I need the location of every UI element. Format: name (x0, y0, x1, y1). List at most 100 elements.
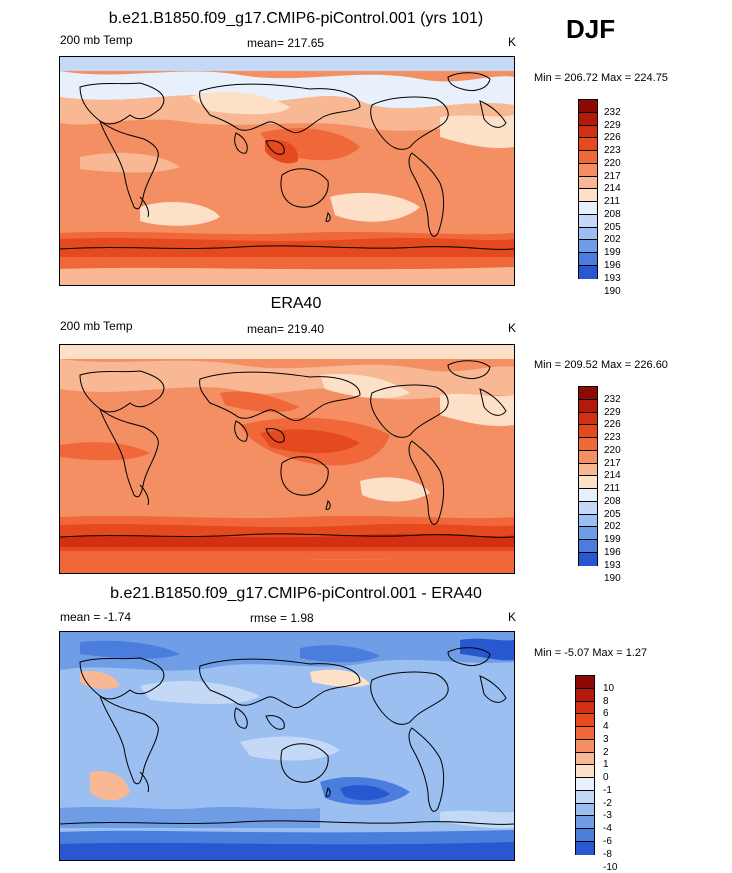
panel2-colorbar-box (579, 450, 597, 464)
panel3-mean-label: mean = -1.74 (60, 610, 132, 624)
panel2-colorbar-box (579, 412, 597, 426)
panel3-title: b.e21.B1850.f09_g17.CMIP6-piControl.001 … (110, 585, 482, 602)
panel3-colorbar-label: 8 (603, 696, 609, 707)
panel2-colorbar-box (579, 552, 597, 566)
panel1-colorbar-box (579, 176, 597, 190)
panel1-colorbar-box (579, 214, 597, 228)
panel2-colorbar-label: 226 (604, 419, 621, 430)
panel2-colorbar-label: 217 (604, 458, 621, 469)
panel1-colorbar-label: 220 (604, 158, 621, 169)
panel2-colorbar-label: 211 (604, 483, 620, 494)
panel2-colorbar-label: 223 (604, 432, 621, 443)
panel1-colorbar-box (579, 202, 597, 215)
panel1-colorbar-box (579, 112, 597, 126)
panel3-colorbar-box (576, 778, 594, 791)
panel2-colorbar-label: 229 (604, 407, 621, 418)
panel3-colorbar-box (576, 752, 594, 766)
panel1-colorbar-label: 199 (604, 247, 621, 258)
panel1-colorbar-label: 205 (604, 222, 621, 233)
panel1-colorbar-label: 196 (604, 260, 621, 271)
panel3-colorbar-box (576, 829, 594, 842)
panel1-colorbar-label: 217 (604, 171, 621, 182)
panel1-colorbar-label: 229 (604, 120, 621, 131)
panel3-colorbar-label: -4 (603, 823, 612, 834)
panel3-map (59, 631, 515, 861)
panel3-colorbar-box (576, 739, 594, 753)
panel2-minmax: Min = 209.52 Max = 226.60 (534, 359, 668, 371)
panel1-colorbar-label: 211 (604, 196, 620, 207)
panel1-colorbar (578, 99, 598, 279)
panel1-colorbar-label: 208 (604, 209, 621, 220)
panel2-colorbar-label: 205 (604, 509, 621, 520)
panel3-colorbar-label: -8 (603, 849, 612, 860)
panel2-variable-label: 200 mb Temp (60, 319, 133, 333)
panel3-map-field (60, 632, 514, 860)
panel1-colorbar-box (579, 151, 597, 164)
panel1-colorbar-label: 202 (604, 234, 621, 245)
panel1-colorbar-box (579, 189, 597, 202)
panel3-colorbar-label: 4 (603, 721, 609, 732)
panel2-colorbar-box (579, 425, 597, 438)
panel2-units-label: K (508, 321, 517, 335)
panel1-colorbar-box (579, 240, 597, 253)
panel1-colorbar-box (579, 138, 597, 151)
panel2-colorbar-label: 214 (604, 470, 621, 481)
panel1-minmax: Min = 206.72 Max = 224.75 (534, 72, 668, 84)
panel2-colorbar (578, 386, 598, 566)
panel3-colorbar-label: 3 (603, 734, 609, 745)
panel3-colorbar-box (576, 841, 594, 855)
panel2-colorbar-box (579, 476, 597, 489)
panel3-colorbar-box (576, 816, 594, 829)
panel3-colorbar-box (576, 688, 594, 702)
panel3-colorbar-box (576, 803, 594, 817)
panel1-colorbar-label: 193 (604, 273, 621, 284)
panel2-colorbar-label: 196 (604, 547, 621, 558)
panel2-title: ERA40 (270, 295, 322, 312)
panel2-colorbar-box (579, 399, 597, 413)
panel3-colorbar-box (576, 765, 594, 778)
panel3-colorbar (575, 675, 595, 855)
panel3-colorbar-label: -3 (603, 810, 612, 821)
panel3-colorbar-box (576, 727, 594, 740)
panel2-colorbar-label: 220 (604, 445, 621, 456)
panel1-colorbar-box (579, 163, 597, 177)
panel2-map-field (60, 345, 514, 573)
panel3-colorbar-box (576, 714, 594, 727)
panel2-colorbar-box (579, 540, 597, 553)
panel3-colorbar-label: 6 (603, 708, 609, 719)
panel1-colorbar-box (579, 100, 597, 113)
panel1-colorbar-label: 223 (604, 145, 621, 156)
panel1-units-label: K (508, 35, 517, 49)
panel3-minmax: Min = -5.07 Max = 1.27 (534, 647, 648, 659)
panel2-colorbar-label: 193 (604, 560, 621, 571)
panel3-colorbar-box (576, 790, 594, 804)
panel2-colorbar-box (579, 463, 597, 477)
panel3-colorbar-label: -6 (603, 836, 612, 847)
panel1-title: b.e21.B1850.f09_g17.CMIP6-piControl.001 … (108, 10, 484, 27)
panel1-colorbar-box (579, 265, 597, 279)
panel3-units-label: K (508, 610, 517, 624)
panel3-colorbar-label: 10 (603, 683, 615, 694)
panel2-colorbar-box (579, 489, 597, 502)
panel2-mean-label: mean= 219.40 (247, 322, 325, 336)
panel2-colorbar-label: 190 (604, 573, 621, 584)
panel2-colorbar-box (579, 514, 597, 528)
panel3-colorbar-label: 2 (603, 747, 609, 758)
panel2-colorbar-box (579, 387, 597, 400)
panel2-colorbar-label: 208 (604, 496, 621, 507)
panel2-colorbar-label: 232 (604, 394, 621, 405)
panel1-colorbar-label: 214 (604, 183, 621, 194)
panel1-colorbar-label: 232 (604, 107, 621, 118)
panel2-colorbar-label: 199 (604, 534, 621, 545)
panel3-colorbar-box (576, 676, 594, 689)
panel3-colorbar-label: -10 (603, 862, 618, 873)
panel1-variable-label: 200 mb Temp (60, 33, 133, 47)
panel1-colorbar-label: 226 (604, 132, 621, 143)
panel3-colorbar-label: 0 (603, 772, 609, 783)
panel2-colorbar-box (579, 438, 597, 451)
panel2-colorbar-box (579, 501, 597, 515)
season-label: DJF (566, 14, 616, 44)
panel3-rmse-label: rmse = 1.98 (250, 611, 314, 625)
panel2-map (59, 344, 515, 574)
panel3-colorbar-box (576, 701, 594, 715)
